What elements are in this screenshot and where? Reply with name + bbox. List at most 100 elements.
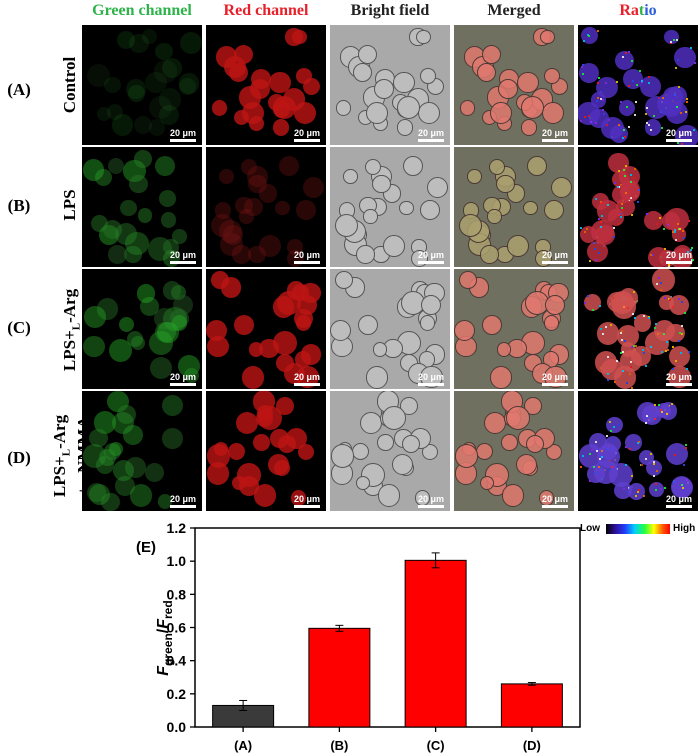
cond-pre: LPS+ bbox=[50, 456, 69, 498]
column-header-merged: Merged bbox=[452, 0, 576, 22]
cond-sub: L bbox=[70, 322, 83, 331]
micrograph-c-ratio: 20 μm bbox=[578, 269, 698, 389]
scale-bar: 20 μm bbox=[542, 372, 568, 386]
bar-b bbox=[308, 627, 371, 728]
scale-bar-line bbox=[293, 383, 320, 386]
scale-bar-label: 20 μm bbox=[665, 128, 692, 138]
micrograph-d-green: 20 μm bbox=[82, 391, 202, 511]
cond-sub: L bbox=[60, 448, 73, 457]
micrograph-b-red: 20 μm bbox=[206, 147, 326, 267]
scale-bar-label: 20 μm bbox=[169, 372, 196, 382]
column-header-red: Red channel bbox=[204, 0, 328, 22]
micrograph-c-merged: 20 μm bbox=[454, 269, 574, 389]
scale-bar: 20 μm bbox=[418, 250, 444, 264]
scale-bar-line bbox=[541, 261, 568, 264]
row-condition-b-text: LPS bbox=[60, 189, 79, 221]
micrograph-c-red: 20 μm bbox=[206, 269, 326, 389]
scale-bar: 20 μm bbox=[542, 128, 568, 142]
column-header-bright: Bright field bbox=[328, 0, 452, 22]
x-tick-label: (A) bbox=[234, 738, 252, 753]
scale-bar-label: 20 μm bbox=[541, 494, 568, 504]
scale-bar: 20 μm bbox=[294, 494, 320, 508]
colorbar-gradient bbox=[606, 524, 670, 534]
scale-bar-line bbox=[293, 139, 320, 142]
y-tick-label: 0.4 bbox=[167, 653, 187, 669]
scale-bar-label: 20 μm bbox=[293, 128, 320, 138]
y-label-sub2: red bbox=[161, 600, 175, 619]
scale-bar: 20 μm bbox=[170, 250, 196, 264]
scale-bar: 20 μm bbox=[542, 250, 568, 264]
scale-bar-label: 20 μm bbox=[665, 372, 692, 382]
micrograph-b-ratio: 20 μm bbox=[578, 147, 698, 267]
scale-bar-line bbox=[169, 505, 196, 508]
scale-bar: 20 μm bbox=[294, 372, 320, 386]
row-condition-a-text: Control bbox=[60, 56, 79, 114]
micrograph-c-green: 20 μm bbox=[82, 269, 202, 389]
scale-bar-label: 20 μm bbox=[293, 372, 320, 382]
scale-bar: 20 μm bbox=[666, 494, 692, 508]
colorbar-low-label: Low bbox=[580, 523, 600, 534]
chart-panel-label: (E) bbox=[136, 539, 156, 556]
bar-chart: (E) 0.0 0.2 0.4 0.6 0.8 1.0 1.2 (A) (B) (C) (D) Fg… bbox=[136, 520, 581, 753]
row-letter-d: (D) bbox=[7, 448, 31, 467]
scale-bar-label: 20 μm bbox=[293, 250, 320, 260]
scale-bar: 20 μm bbox=[418, 128, 444, 142]
ratio-letter: R bbox=[619, 2, 631, 19]
scale-bar-line bbox=[417, 139, 444, 142]
micrograph-d-bright: 20 μm bbox=[330, 391, 450, 511]
bar-d bbox=[500, 683, 563, 728]
scale-bar: 20 μm bbox=[170, 128, 196, 142]
y-tick-label: 1.2 bbox=[167, 520, 187, 536]
micrograph-d-ratio: 20 μm bbox=[578, 391, 698, 511]
row-letter-a: (A) bbox=[7, 80, 31, 99]
micrograph-a-bright: 20 μm bbox=[330, 25, 450, 145]
scale-bar-line bbox=[169, 383, 196, 386]
scale-bar-label: 20 μm bbox=[169, 494, 196, 504]
bar-c bbox=[404, 559, 467, 728]
scale-bar: 20 μm bbox=[666, 128, 692, 142]
scale-bar-label: 20 μm bbox=[169, 250, 196, 260]
scale-bar-line bbox=[293, 261, 320, 264]
scale-bar: 20 μm bbox=[170, 494, 196, 508]
scale-bar-line bbox=[665, 139, 692, 142]
scale-bar-line bbox=[541, 383, 568, 386]
row-condition-b: LPS bbox=[60, 155, 79, 255]
scale-bar: 20 μm bbox=[294, 128, 320, 142]
column-header-ratio: Ratio bbox=[576, 0, 700, 22]
scale-bar-label: 20 μm bbox=[541, 250, 568, 260]
scale-bar-line bbox=[169, 261, 196, 264]
row-letter-c: (C) bbox=[7, 318, 31, 337]
column-header-green-text: Green channel bbox=[92, 2, 192, 19]
y-tick-label: 0.0 bbox=[167, 719, 187, 735]
scale-bar-line bbox=[665, 261, 692, 264]
scale-bar-line bbox=[169, 139, 196, 142]
column-header-red-text: Red channel bbox=[223, 2, 309, 19]
chart-axes: 0.0 0.2 0.4 0.6 0.8 1.0 1.2 (A) (B) (C) (D) bbox=[167, 520, 581, 753]
micrograph-b-green: 20 μm bbox=[82, 147, 202, 267]
scale-bar-line bbox=[665, 383, 692, 386]
micrograph-a-merged: 20 μm bbox=[454, 25, 574, 145]
scale-bar-label: 20 μm bbox=[417, 250, 444, 260]
scale-bar-line bbox=[665, 505, 692, 508]
scale-bar-line bbox=[417, 261, 444, 264]
chart-bars bbox=[212, 552, 563, 728]
scale-bar: 20 μm bbox=[418, 372, 444, 386]
micrograph-d-merged: 20 μm bbox=[454, 391, 574, 511]
x-tick-label: (B) bbox=[330, 738, 348, 753]
ratio-letter: t bbox=[638, 2, 645, 19]
cond-pre: LPS+ bbox=[60, 330, 79, 372]
ratio-letter: a bbox=[630, 2, 639, 19]
scale-bar: 20 μm bbox=[542, 494, 568, 508]
scale-bar-line bbox=[417, 383, 444, 386]
micrograph-d-red: 20 μm bbox=[206, 391, 326, 511]
column-header-merged-text: Merged bbox=[487, 2, 541, 19]
column-header-green: Green channel bbox=[80, 0, 204, 22]
colorbar-high-label: High bbox=[673, 523, 696, 534]
cond-post: -Arg bbox=[60, 288, 79, 323]
micrograph-a-green: 20 μm bbox=[82, 25, 202, 145]
x-tick-label: (D) bbox=[523, 738, 541, 753]
scale-bar-label: 20 μm bbox=[541, 372, 568, 382]
scale-bar-line bbox=[293, 505, 320, 508]
x-tick-label: (C) bbox=[427, 738, 445, 753]
row-letter-b: (B) bbox=[7, 196, 31, 215]
